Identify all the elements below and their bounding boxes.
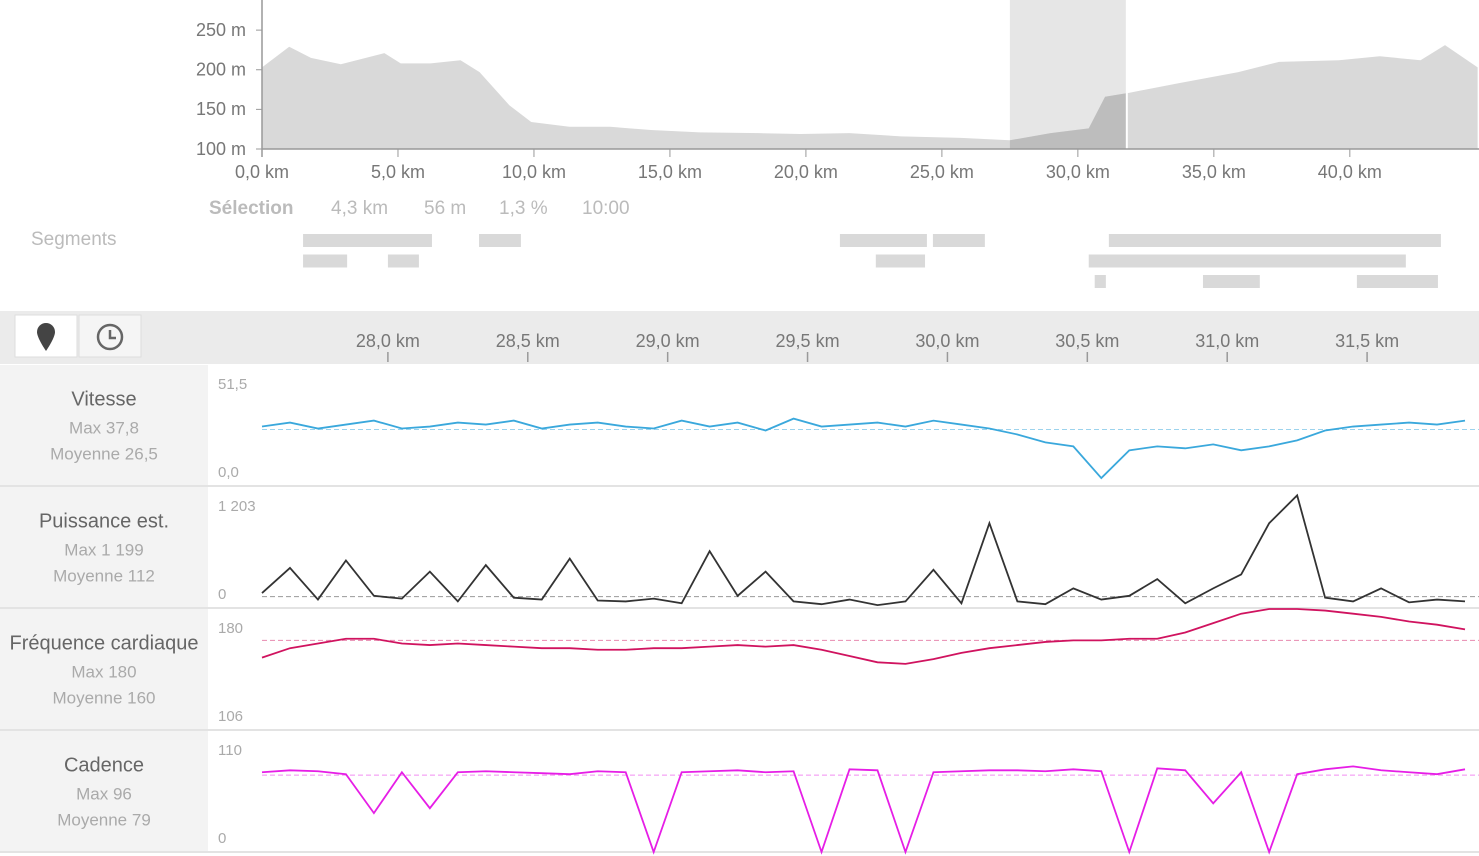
x-tick-label: 30,0 km [1046,162,1110,182]
selection-time: 10:00 [582,198,630,219]
series-line [261,608,1466,665]
panel-mean: Moyenne 79 [57,810,151,829]
y-tick-label: 150 m [196,99,246,119]
panel-max: Max 37,8 [69,418,139,437]
y-tick-label: 180 [218,620,243,637]
panel-max: Max 180 [71,662,136,681]
panel-label-bg [0,731,208,851]
segment-bar [1108,234,1441,247]
segments [303,234,1441,288]
segment-bar [1356,275,1438,288]
elevation-chart: 250 m 200 m 150 m 100 m 0,0 km 5,0 km 10,0 km 1… [196,0,1479,182]
series-line [261,493,1466,607]
panel-name: Vitesse [71,388,136,410]
segment-bar [1094,275,1106,288]
x-tick-label: 29,5 km [776,331,840,351]
series-line [261,417,1466,480]
clock-icon [96,323,124,351]
x-tick-label: 5,0 km [371,162,425,182]
x-tick-label: 15,0 km [638,162,702,182]
x-tick-label: 25,0 km [910,162,974,182]
selection-distance: 4,3 km [331,198,388,219]
segment-bar [932,234,985,247]
series-line [261,765,1466,855]
y-tick-label: 250 m [196,20,246,40]
x-tick-label: 35,0 km [1182,162,1246,182]
segment-bar [839,234,927,247]
y-tick-label: 110 [218,742,242,759]
y-tick-label: 0,0 [218,464,239,481]
panel-mean: Moyenne 26,5 [50,444,158,463]
x-tick-label: 0,0 km [235,162,289,182]
segment-bar [303,254,348,268]
panel-max: Max 96 [76,784,132,803]
panel-name: Cadence [64,754,144,776]
selection-title: Sélection [209,198,293,219]
y-tick-label: 51,5 [218,376,247,393]
segment-bar [303,234,432,247]
time-button[interactable] [78,314,142,358]
x-tick-label: 29,0 km [636,331,700,351]
y-tick-label: 100 m [196,139,246,159]
distance-button[interactable] [14,314,78,358]
panel-label-bg [0,609,208,729]
selection-grade: 1,3 % [499,198,548,219]
panel-name: Fréquence cardiaque [9,632,198,654]
y-tick-label: 1 203 [218,498,256,515]
toolbar [0,311,1479,364]
elevation-area-selected [1009,93,1127,149]
x-tick-label: 30,0 km [915,331,979,351]
y-tick-label: 106 [218,708,243,725]
segment-bar [1202,275,1260,288]
pin-icon [37,323,55,351]
panel-label-bg [0,365,208,485]
x-tick-label: 30,5 km [1055,331,1119,351]
segment-bar [875,254,926,268]
clock-hands [108,330,116,340]
x-tick-label: 10,0 km [502,162,566,182]
elevation-area [262,45,1478,149]
detail-charts: 28,0 km 28,5 km 29,0 km 29,5 km 30,0 km 30,5 … [0,331,1479,855]
selection-climb: 56 m [424,198,466,219]
y-tick-label: 0 [218,586,226,603]
panel-mean: Moyenne 112 [53,566,155,585]
panel-label-bg [0,487,208,607]
x-tick-label: 31,5 km [1335,331,1399,351]
panel-max: Max 1 199 [64,540,143,559]
x-tick-label: 20,0 km [774,162,838,182]
x-tick-label: 31,0 km [1195,331,1259,351]
y-tick-label: 200 m [196,59,246,79]
panel-mean: Moyenne 160 [52,688,155,707]
segment-bar [387,254,419,268]
segment-bar [1088,254,1406,268]
x-tick-label: 28,0 km [356,331,420,351]
segments-title: Segments [31,229,117,250]
panel-name: Puissance est. [39,510,169,532]
y-tick-label: 0 [218,830,226,847]
x-tick-label: 40,0 km [1318,162,1382,182]
segment-bar [479,234,521,247]
x-tick-label: 28,5 km [496,331,560,351]
